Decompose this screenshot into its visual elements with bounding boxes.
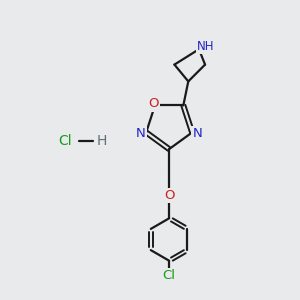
Text: O: O	[148, 98, 159, 110]
Text: H: H	[96, 134, 106, 148]
Text: Cl: Cl	[163, 269, 176, 282]
Text: Cl: Cl	[58, 134, 71, 148]
Text: N: N	[193, 128, 202, 140]
Text: NH: NH	[197, 40, 214, 53]
Text: N: N	[136, 128, 146, 140]
Text: O: O	[164, 189, 174, 202]
